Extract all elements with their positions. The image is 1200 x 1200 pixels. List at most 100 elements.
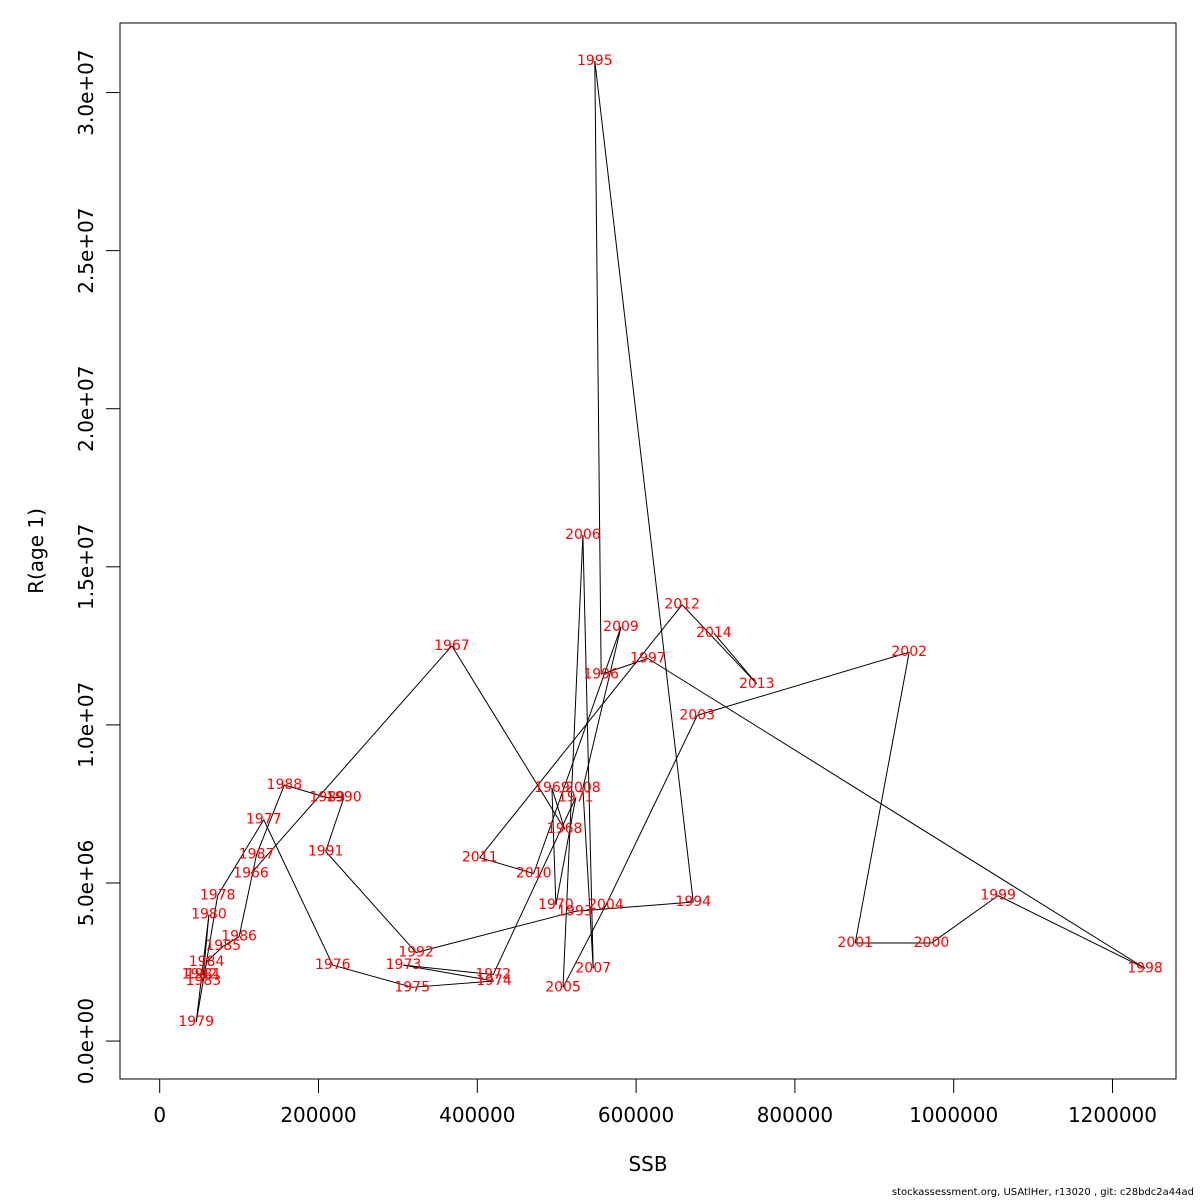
point-label: 2009 — [603, 619, 639, 635]
y-tick-label: 5.0e+06 — [74, 840, 98, 926]
point-label: 1968 — [547, 821, 583, 837]
x-tick-label: 0 — [153, 1103, 166, 1127]
y-tick-label: 0.0e+00 — [74, 998, 98, 1084]
series-segment — [206, 945, 224, 963]
x-tick-label: 800000 — [757, 1103, 833, 1127]
point-label: 1969 — [534, 780, 570, 796]
point-label: 1998 — [1127, 960, 1163, 976]
series-segment — [325, 797, 345, 852]
point-label: 1966 — [233, 865, 269, 881]
series-segment — [681, 604, 758, 685]
point-label: 1997 — [630, 650, 666, 666]
x-tick-label: 400000 — [439, 1103, 515, 1127]
point-label: 1978 — [200, 888, 236, 904]
series-segment — [263, 819, 334, 966]
y-tick-label: 1.0e+07 — [74, 682, 98, 768]
point-label: 1994 — [675, 894, 711, 910]
point-label: 2000 — [914, 935, 950, 951]
point-label: 1984 — [189, 954, 225, 970]
series-segment — [403, 964, 494, 976]
series-segment — [256, 784, 285, 855]
x-tick-label: 1000000 — [909, 1103, 998, 1127]
series-segment — [605, 715, 698, 906]
point-labels: 1966 1967 1968 1969 1970 1971 1972 1973 1974 1975… — [178, 53, 1162, 1030]
series-segment — [492, 797, 577, 975]
series-segment — [198, 974, 204, 982]
series-segment — [594, 60, 694, 903]
series-segment — [416, 910, 576, 954]
point-label: 1967 — [434, 638, 470, 654]
series-segment — [697, 651, 910, 716]
point-label: 1983 — [186, 973, 222, 989]
point-label: 1977 — [246, 812, 282, 828]
series-segment — [854, 652, 910, 944]
x-axis-label: SSB — [628, 1152, 667, 1176]
point-label: 1987 — [239, 847, 275, 863]
series-line — [195, 60, 1146, 1023]
series-segment — [412, 980, 495, 988]
point-label: 2005 — [545, 979, 581, 995]
point-label: 1985 — [205, 938, 241, 954]
point-label: 1973 — [386, 957, 422, 973]
x-tick-label: 200000 — [280, 1103, 356, 1127]
point-label: 1988 — [267, 777, 303, 793]
series-segment — [217, 819, 265, 896]
point-label: 1980 — [191, 907, 227, 923]
point-label: 2004 — [588, 897, 624, 913]
series-segment — [403, 964, 495, 982]
series-segment — [479, 857, 534, 874]
point-label: 2012 — [664, 597, 700, 613]
y-tick-label: 2.5e+07 — [74, 207, 98, 293]
point-label: 2007 — [575, 960, 611, 976]
x-tick-label: 1200000 — [1068, 1103, 1157, 1127]
y-tick-label: 1.5e+07 — [74, 524, 98, 610]
series-segment — [325, 851, 417, 953]
series-segment — [600, 658, 649, 675]
point-label: 1970 — [538, 897, 574, 913]
footer-text: stockassessment.org, USAtlHer, r13020 , … — [891, 1187, 1194, 1198]
point-label: 1971 — [558, 790, 594, 806]
series-segment — [533, 626, 622, 874]
plot-frame — [119, 22, 1177, 1080]
point-label: 2003 — [679, 707, 715, 723]
point-label: 1996 — [583, 666, 619, 682]
point-label: 2008 — [565, 780, 601, 796]
series-segment — [332, 964, 413, 988]
series-segment — [222, 936, 240, 947]
point-label: 1992 — [398, 945, 434, 961]
point-label: 1993 — [557, 903, 593, 919]
series-segment — [451, 645, 566, 830]
y-axis: 0.0e+00 5.0e+06 1.0e+07 1.5e+07 2.0e+07 2.5e+… — [74, 49, 121, 1084]
series-segment — [202, 914, 210, 975]
series-segment — [594, 60, 602, 675]
series-segment — [202, 961, 208, 982]
x-tick-label: 600000 — [598, 1103, 674, 1127]
series-segment — [582, 626, 622, 789]
point-label: 1989 — [309, 790, 345, 806]
point-label: 1975 — [394, 979, 430, 995]
y-tick-label: 2.0e+07 — [74, 366, 98, 452]
point-label: 1990 — [326, 790, 362, 806]
series-segment — [931, 895, 999, 944]
series-segment — [713, 632, 758, 685]
series-segment — [551, 788, 557, 906]
point-label: 2014 — [696, 625, 732, 641]
point-label: 1982 — [182, 967, 218, 983]
series-segment — [647, 658, 1146, 969]
series-segment — [997, 895, 1146, 969]
point-label: 2002 — [891, 644, 927, 660]
series-segment — [582, 535, 594, 969]
series-segment — [574, 901, 694, 912]
point-label: 1974 — [476, 973, 512, 989]
series-segment — [238, 854, 258, 937]
y-axis-label: R(age 1) — [24, 508, 48, 594]
point-label: 2013 — [739, 676, 775, 692]
point-label: 1999 — [980, 888, 1016, 904]
series-segment — [284, 784, 328, 799]
series-segment — [562, 904, 607, 988]
point-label: 2006 — [565, 527, 601, 543]
y-tick-label: 3.0e+07 — [74, 49, 98, 135]
point-label: 2010 — [516, 865, 552, 881]
point-label: 1991 — [308, 843, 344, 859]
